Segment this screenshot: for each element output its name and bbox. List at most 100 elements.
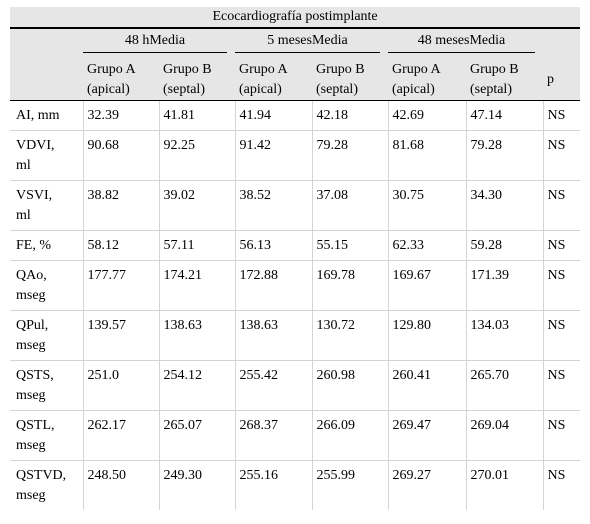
- table-cell: 32.39: [83, 100, 160, 131]
- table-cell: 41.94: [235, 100, 313, 131]
- table-cell: 139.57: [83, 310, 160, 361]
- table-cell: 90.68: [83, 130, 160, 181]
- title-row: Ecocardiografía postimplante: [10, 7, 581, 29]
- column-header: Grupo B (septal): [159, 53, 235, 101]
- row-label-line: QAo,: [16, 268, 47, 283]
- group-header-48h: 48 hMedia: [83, 28, 235, 53]
- table-cell: 255.16: [235, 460, 313, 510]
- table-cell: 262.17: [83, 410, 160, 461]
- table-cell: 34.30: [466, 180, 544, 231]
- row-label-line: mseg: [16, 438, 46, 453]
- table-cell: 269.47: [388, 410, 467, 461]
- table-cell: 39.02: [159, 180, 236, 231]
- row-label-line: QSTS,: [16, 368, 54, 383]
- empty-cell: [543, 28, 581, 53]
- table-cell: 169.67: [388, 260, 467, 311]
- row-label: VSVI, ml: [10, 180, 84, 231]
- table-cell: 55.15: [312, 230, 389, 261]
- table-cell: 129.80: [388, 310, 467, 361]
- row-label: QPul, mseg: [10, 310, 84, 361]
- row-label: QSTVD, mseg: [10, 460, 84, 510]
- row-label-line: VSVI,: [16, 188, 53, 203]
- table-row: QSTS, mseg 251.0 254.12 255.42 260.98 260.41 26…: [10, 360, 581, 411]
- table-cell: 58.12: [83, 230, 160, 261]
- p-value-cell: NS: [543, 360, 581, 411]
- table-cell: 91.42: [235, 130, 313, 181]
- row-label-line: AI, mm: [16, 108, 60, 123]
- column-header-group: Grupo A: [239, 62, 288, 77]
- table-title: Ecocardiografía postimplante: [10, 7, 581, 29]
- row-label-line: mseg: [16, 288, 46, 303]
- row-label-line: ml: [16, 158, 31, 173]
- column-header: Grupo A (apical): [388, 53, 466, 101]
- table-cell: 138.63: [159, 310, 236, 361]
- row-label: VDVI, ml: [10, 130, 84, 181]
- table-cell: 251.0: [83, 360, 160, 411]
- table-cell: 37.08: [312, 180, 389, 231]
- table-cell: 171.39: [466, 260, 544, 311]
- table-cell: 265.70: [466, 360, 544, 411]
- p-value-cell: NS: [543, 410, 581, 461]
- table-cell: 248.50: [83, 460, 160, 510]
- group-label: 48 mesesMedia: [388, 29, 535, 53]
- table-body: AI, mm 32.39 41.81 41.94 42.18 42.69 47.14 NS VD…: [10, 100, 581, 510]
- table-cell: 266.09: [312, 410, 389, 461]
- table-row: QAo, mseg 177.77 174.21 172.88 169.78 169.67 17…: [10, 260, 581, 311]
- table-cell: 56.13: [235, 230, 313, 261]
- column-header-group: Grupo B: [316, 62, 365, 77]
- table-row: VDVI, ml 90.68 92.25 91.42 79.28 81.68 79.28 NS: [10, 130, 581, 181]
- p-value-cell: NS: [543, 260, 581, 311]
- table-cell: 260.98: [312, 360, 389, 411]
- table-cell: 172.88: [235, 260, 313, 311]
- row-label: QAo, mseg: [10, 260, 84, 311]
- table-cell: 268.37: [235, 410, 313, 461]
- column-header: Grupo B (septal): [312, 53, 388, 101]
- table-cell: 260.41: [388, 360, 467, 411]
- column-header: Grupo A (apical): [83, 53, 159, 101]
- table-cell: 62.33: [388, 230, 467, 261]
- row-label-line: QSTVD,: [16, 468, 67, 483]
- row-label-line: mseg: [16, 338, 46, 353]
- group-label: 5 mesesMedia: [235, 29, 380, 53]
- row-label: AI, mm: [10, 100, 84, 131]
- table-cell: 269.04: [466, 410, 544, 461]
- group-header-48m: 48 mesesMedia: [388, 28, 543, 53]
- p-value-cell: NS: [543, 310, 581, 361]
- column-header: Grupo B (septal): [466, 53, 543, 101]
- table-cell: 42.69: [388, 100, 467, 131]
- column-header: Grupo A (apical): [235, 53, 312, 101]
- table-row: AI, mm 32.39 41.81 41.94 42.18 42.69 47.14 NS: [10, 100, 581, 131]
- table-cell: 254.12: [159, 360, 236, 411]
- column-header-group: Grupo B: [163, 62, 212, 77]
- p-value-cell: NS: [547, 468, 566, 483]
- column-header-site: (septal): [316, 82, 358, 97]
- p-value-cell: NS: [543, 100, 581, 131]
- table-cell: 255.99: [312, 460, 389, 510]
- column-header-group: Grupo B: [470, 62, 519, 77]
- group-header-row: 48 hMedia 5 mesesMedia 48 mesesMedia: [10, 28, 581, 53]
- table-cell: 134.03: [466, 310, 544, 361]
- table-cell: 269.27: [388, 460, 467, 510]
- column-header-site: (septal): [470, 82, 512, 97]
- table-cell: 130.72: [312, 310, 389, 361]
- column-header-p: p: [543, 53, 581, 101]
- row-label-line: FE, %: [16, 238, 51, 253]
- table-cell: 79.28: [466, 130, 544, 181]
- row-label: QSTL, mseg: [10, 410, 84, 461]
- table-cell: 270.01: [466, 460, 544, 510]
- table-cell: 38.82: [83, 180, 160, 231]
- table-row: VSVI, ml 38.82 39.02 38.52 37.08 30.75 34.30 NS: [10, 180, 581, 231]
- table-cell: 59.28: [466, 230, 544, 261]
- table-cell: 42.18: [312, 100, 389, 131]
- echo-table: Ecocardiografía postimplante 48 hMedia 5…: [10, 7, 581, 510]
- table-row: FE, % 58.12 57.11 56.13 55.15 62.33 59.28 NS: [10, 230, 581, 261]
- table-cell: 177.77: [83, 260, 160, 311]
- table-row: QSTVD, mseg 248.50 249.30 255.16 255.99 269.27…: [10, 460, 580, 510]
- table-cell: 30.75: [388, 180, 467, 231]
- table-cell: 138.63: [235, 310, 313, 361]
- group-header-5m: 5 mesesMedia: [235, 28, 388, 53]
- table-cell: 79.28: [312, 130, 389, 181]
- table-cell: 81.68: [388, 130, 467, 181]
- table-row: QPul, mseg 139.57 138.63 138.63 130.72 129.80 1…: [10, 310, 581, 361]
- p-value-cell: NS: [543, 180, 581, 231]
